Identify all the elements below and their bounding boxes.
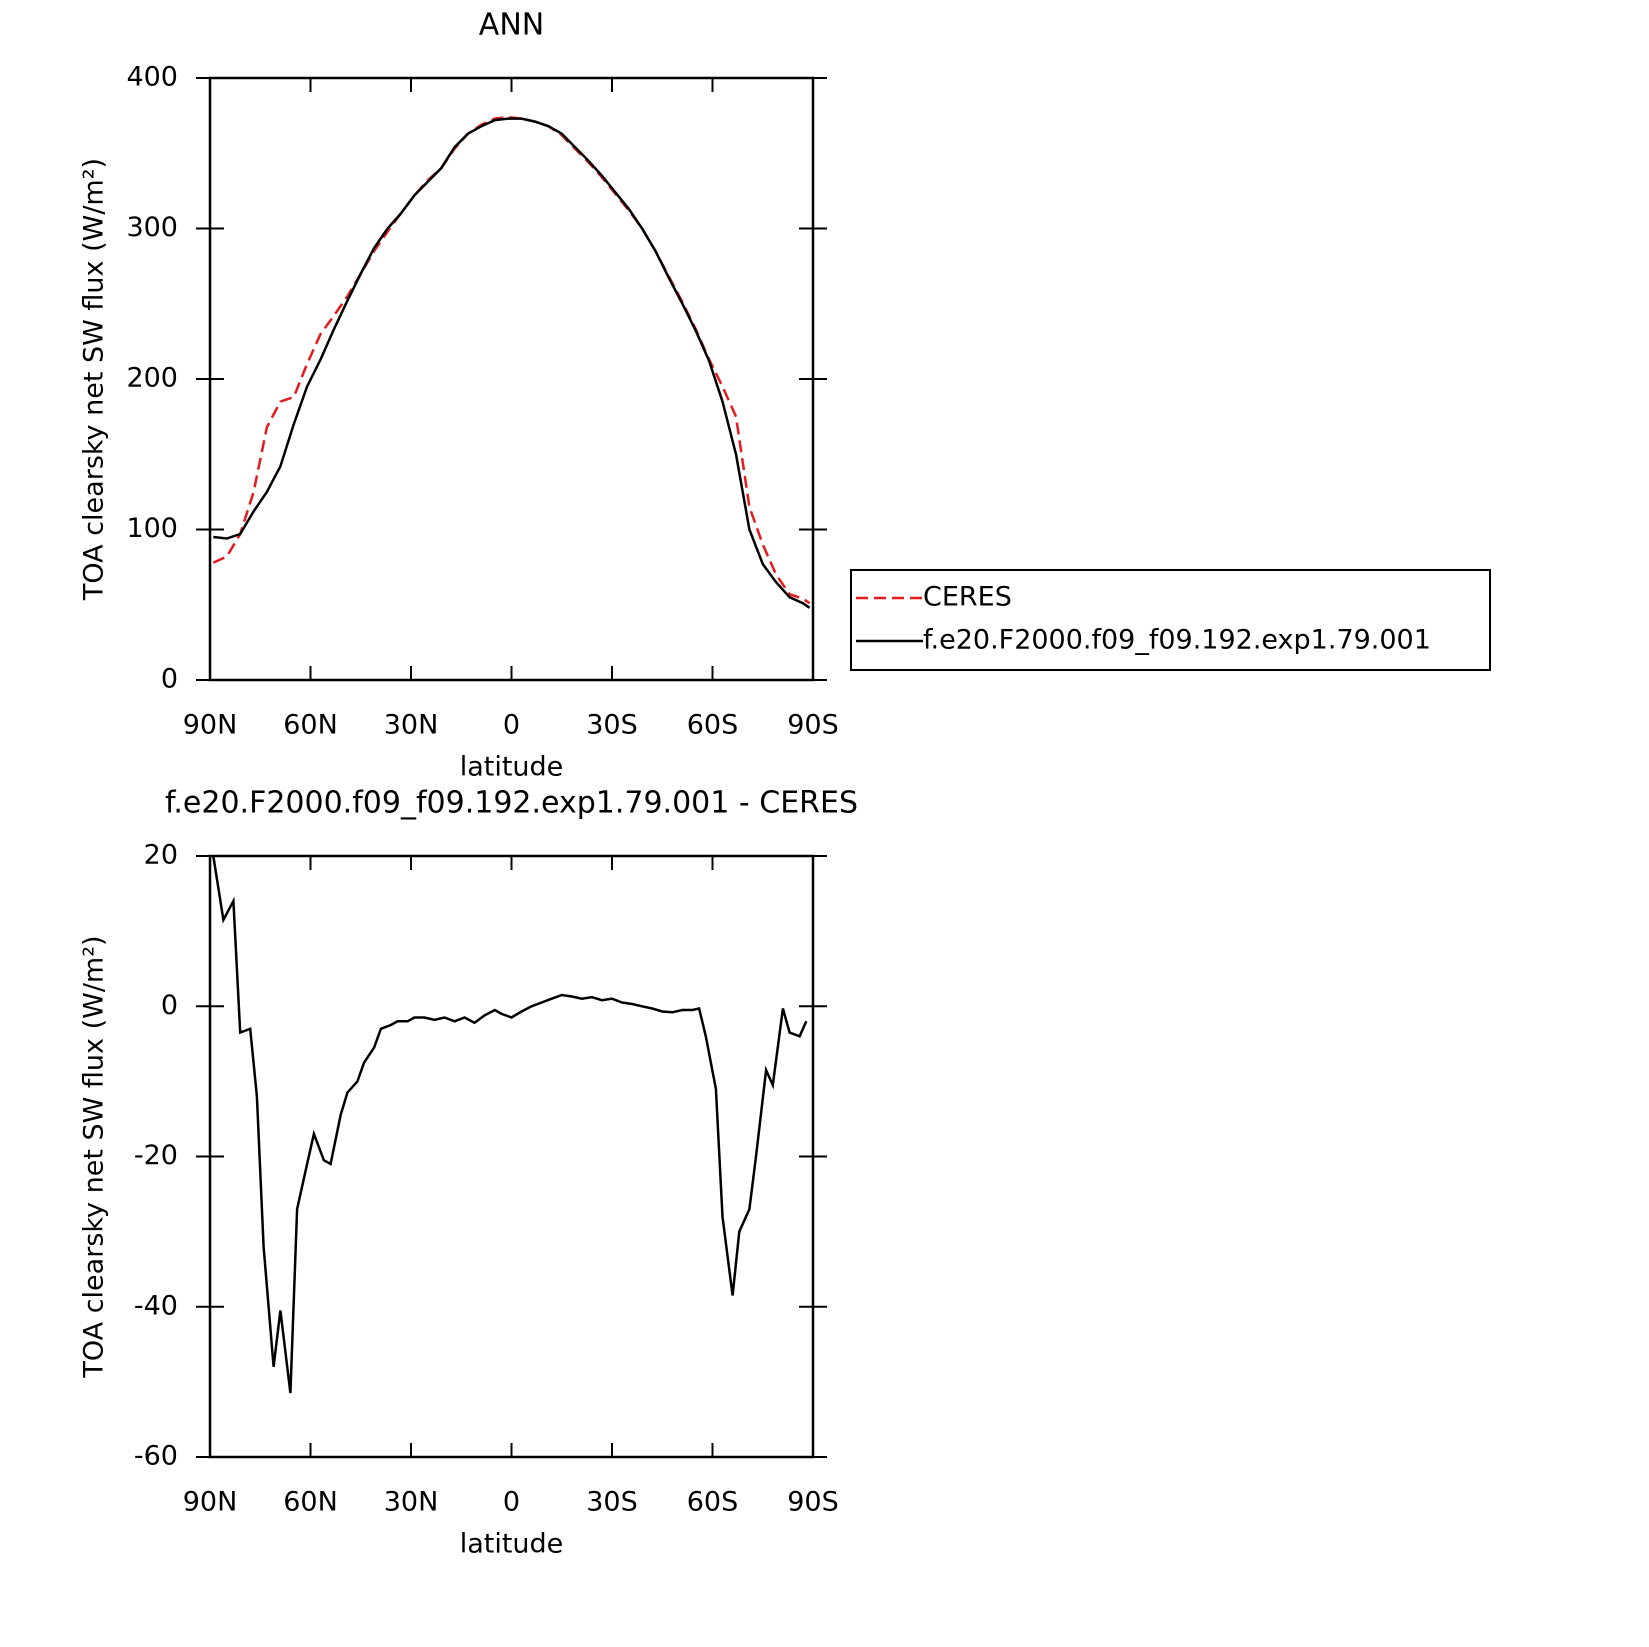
x-tick-label: 30S bbox=[586, 1487, 638, 1518]
legend-box bbox=[850, 569, 1491, 671]
y-tick-label: -60 bbox=[134, 1441, 178, 1472]
y-tick-label: 0 bbox=[161, 990, 178, 1021]
x-tick-label: 30N bbox=[384, 710, 439, 741]
x-tick-label: 60S bbox=[687, 1487, 739, 1518]
x-tick-label: 0 bbox=[503, 710, 520, 741]
x-tick-label: 30S bbox=[586, 710, 638, 741]
x-tick-label: 90S bbox=[787, 1487, 839, 1518]
x-tick-label: 30N bbox=[384, 1487, 439, 1518]
plot-frame bbox=[208, 76, 815, 682]
y-tick-label: -40 bbox=[134, 1290, 178, 1321]
y-axis-label: TOA clearsky net SW flux (W/m²) bbox=[79, 158, 110, 601]
x-axis-label: latitude bbox=[460, 752, 564, 783]
x-tick-label: 60N bbox=[283, 1487, 338, 1518]
legend-label: CERES bbox=[923, 582, 1012, 613]
data-line bbox=[212, 115, 811, 605]
x-tick-label: 90S bbox=[787, 710, 839, 741]
plot-frame bbox=[208, 854, 815, 1459]
y-tick-label: -20 bbox=[134, 1140, 178, 1171]
x-tick-label: 60S bbox=[687, 710, 739, 741]
y-tick-label: 400 bbox=[126, 62, 178, 93]
chart-title: f.e20.F2000.f09_f09.192.exp1.79.001 - CE… bbox=[165, 786, 858, 821]
y-tick-label: 100 bbox=[126, 513, 178, 544]
x-tick-label: 90N bbox=[183, 710, 238, 741]
x-tick-label: 60N bbox=[283, 710, 338, 741]
x-tick-label: 0 bbox=[503, 1487, 520, 1518]
y-tick-label: 0 bbox=[161, 664, 178, 695]
data-line bbox=[212, 855, 808, 1394]
chart-title: ANN bbox=[479, 8, 544, 43]
legend-label: f.e20.F2000.f09_f09.192.exp1.79.001 bbox=[923, 625, 1431, 656]
y-axis-label: TOA clearsky net SW flux (W/m²) bbox=[79, 935, 110, 1378]
y-tick-label: 20 bbox=[144, 840, 178, 871]
y-tick-label: 300 bbox=[126, 212, 178, 243]
x-axis-label: latitude bbox=[460, 1529, 564, 1560]
y-tick-label: 200 bbox=[126, 363, 178, 394]
x-tick-label: 90N bbox=[183, 1487, 238, 1518]
data-line bbox=[213, 117, 811, 609]
